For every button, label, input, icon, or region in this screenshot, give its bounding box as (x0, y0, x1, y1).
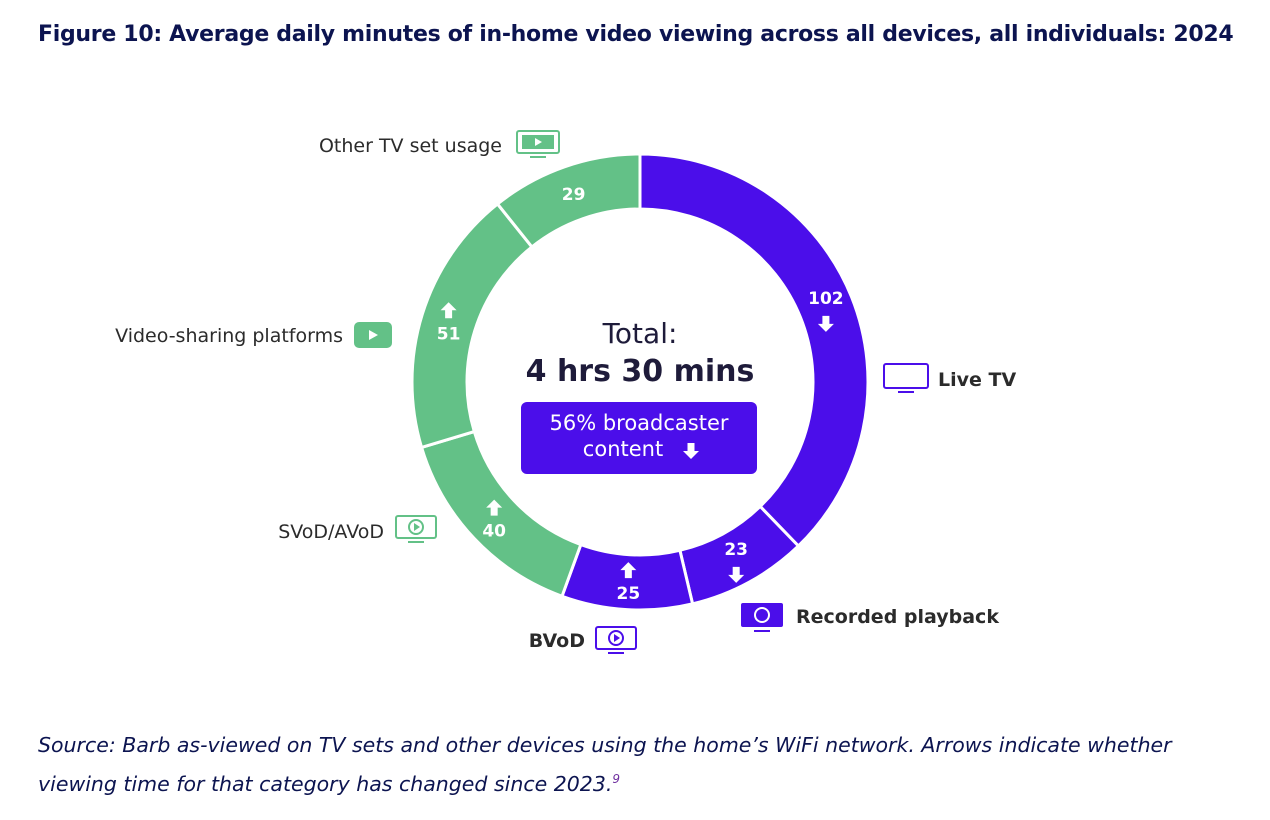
broadcaster-badge (521, 402, 757, 474)
value-label-svod-avod: 40 (482, 522, 506, 542)
play-screen-icon (395, 515, 437, 543)
source-text: Source: Barb as-viewed on TV sets and ot… (38, 733, 1172, 796)
arrow-up-icon (440, 302, 457, 319)
bvod-play-icon (595, 626, 637, 654)
category-label-live-tv: Live TV (938, 369, 1016, 391)
arrow-up-icon (486, 499, 503, 516)
value-label-other-tv-set-usage: 29 (562, 185, 586, 205)
figure-title: Figure 10: Average daily minutes of in-h… (38, 22, 1234, 47)
film-screen-icon (516, 130, 560, 158)
category-label-svod-avod: SVoD/AVoD (278, 521, 384, 543)
arrow-down-icon (817, 315, 834, 332)
badge-line-2: content (583, 437, 663, 461)
video-play-icon (354, 322, 392, 348)
slice-live-tv (638, 152, 870, 549)
badge-arrow-down-icon (683, 443, 699, 459)
source-note: Source: Barb as-viewed on TV sets and ot… (38, 728, 1238, 801)
category-label-other-tv-set-usage: Other TV set usage (319, 135, 502, 157)
arrow-up-icon (620, 562, 637, 579)
value-label-video-sharing-platforms: 51 (437, 324, 461, 344)
slice-video-sharing-platforms (410, 201, 535, 450)
tv-icon (883, 363, 929, 393)
value-label-recorded-playback: 23 (724, 540, 748, 560)
arrow-down-icon (728, 566, 745, 583)
category-label-video-sharing-platforms: Video-sharing platforms (115, 325, 343, 347)
badge-line-1: 56% broadcaster (549, 411, 728, 435)
value-label-bvod: 25 (617, 584, 641, 604)
category-label-bvod: BVoD (529, 630, 585, 652)
center-total-label: Total: (602, 317, 678, 350)
slice-other-tv-set-usage (495, 152, 642, 250)
category-label-recorded-playback: Recorded playback (796, 606, 999, 628)
rec-icon (741, 603, 783, 632)
value-label-live-tv: 102 (808, 289, 844, 309)
center-total-value: 4 hrs 30 mins (526, 354, 755, 389)
footnote-ref: 9 (612, 772, 621, 786)
